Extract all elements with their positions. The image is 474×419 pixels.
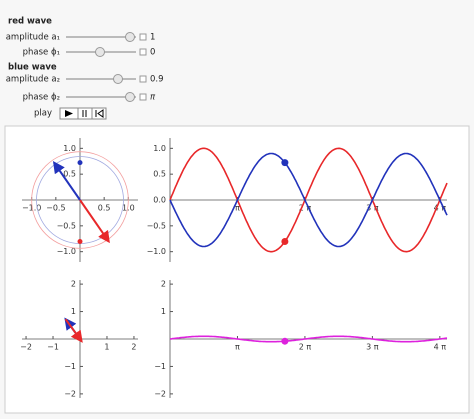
y-tick-label: −1.0 <box>57 247 76 256</box>
y-tick-label: −2 <box>64 389 76 398</box>
x-tick-label: −0.5 <box>46 204 65 213</box>
x-tick-label: 1 <box>104 343 109 352</box>
expand-button[interactable] <box>139 93 147 101</box>
x-tick-label: 2 π <box>299 343 312 352</box>
red-projection <box>77 239 83 245</box>
blue-phasor <box>52 160 81 201</box>
red-phasor <box>79 199 110 244</box>
x-tick-label: 3 π <box>366 204 379 213</box>
control-value: 0 <box>150 48 155 58</box>
blue-wave <box>169 152 448 248</box>
x-tick-label: 2 <box>131 343 136 352</box>
reset-button[interactable] <box>91 107 107 120</box>
x-tick-label: 1.0 <box>122 204 135 213</box>
x-tick-label: π <box>235 204 240 213</box>
slider-thumb[interactable] <box>125 32 135 42</box>
y-tick-label: 1 <box>161 307 166 316</box>
x-tick-label: −1 <box>47 343 59 352</box>
red-phasor <box>64 318 83 343</box>
y-tick-label: 1.0 <box>153 144 166 153</box>
play-controls[interactable] <box>59 107 107 120</box>
y-tick-label: −1.0 <box>147 247 166 256</box>
x-tick-label: 4 π <box>434 343 447 352</box>
x-tick-label: π <box>235 343 240 352</box>
red-point <box>281 238 289 246</box>
y-tick-label: −0.5 <box>147 221 166 230</box>
plots: −1.0 −0.5 0.5 1.0 −1.0 −0.5 0.5 1.0 π 2 π 3 π 4 π −1… <box>20 138 448 398</box>
pause-icon <box>82 110 87 117</box>
y-tick-label: −1 <box>154 362 166 371</box>
x-tick-label: −2 <box>20 343 32 352</box>
y-tick-label: 0.0 <box>153 196 166 205</box>
y-tick-label: 2 <box>71 280 76 289</box>
expand-button[interactable] <box>139 33 147 41</box>
control-value: 1 <box>150 33 155 43</box>
slider-thumb[interactable] <box>95 47 105 57</box>
blue-projection <box>77 160 83 166</box>
reset-icon <box>95 109 104 118</box>
control-label: play <box>34 109 52 119</box>
expand-button[interactable] <box>139 48 147 56</box>
y-tick-label: −2 <box>154 389 166 398</box>
sum-wave <box>169 335 448 343</box>
control-label: phase ϕ₁ <box>23 48 60 58</box>
red-circle <box>31 151 129 249</box>
x-tick-label: 2 π <box>299 204 312 213</box>
control-label: amplitude a₁ <box>6 33 60 43</box>
blue-point <box>281 159 289 167</box>
sliders[interactable] <box>66 32 147 102</box>
y-tick-label: −0.5 <box>57 221 76 230</box>
x-tick-label: 0.5 <box>98 204 111 213</box>
control-label: amplitude a₂ <box>6 75 60 85</box>
control-value: π <box>150 93 156 103</box>
sum-point <box>281 337 289 345</box>
x-tick-label: 4 π <box>434 204 447 213</box>
control-value: 0.9 <box>150 75 164 85</box>
y-tick-label: 1.0 <box>63 144 76 153</box>
slider-thumb[interactable] <box>125 92 135 102</box>
x-tick-label: −1.0 <box>22 204 41 213</box>
section-title: blue wave <box>8 63 57 73</box>
pause-button[interactable] <box>77 107 93 120</box>
y-tick-label: −1 <box>64 362 76 371</box>
expand-button[interactable] <box>139 75 147 83</box>
section-title: red wave <box>8 17 52 27</box>
slider-thumb[interactable] <box>113 74 123 84</box>
x-tick-label: 3 π <box>366 343 379 352</box>
control-label: phase ϕ₂ <box>23 93 60 103</box>
y-tick-label: 1 <box>71 307 76 316</box>
red-wave <box>169 147 448 253</box>
y-tick-label: 0.5 <box>153 170 166 179</box>
y-tick-label: 0.5 <box>63 170 76 179</box>
play-icon <box>65 110 73 117</box>
y-tick-label: 2 <box>161 280 166 289</box>
